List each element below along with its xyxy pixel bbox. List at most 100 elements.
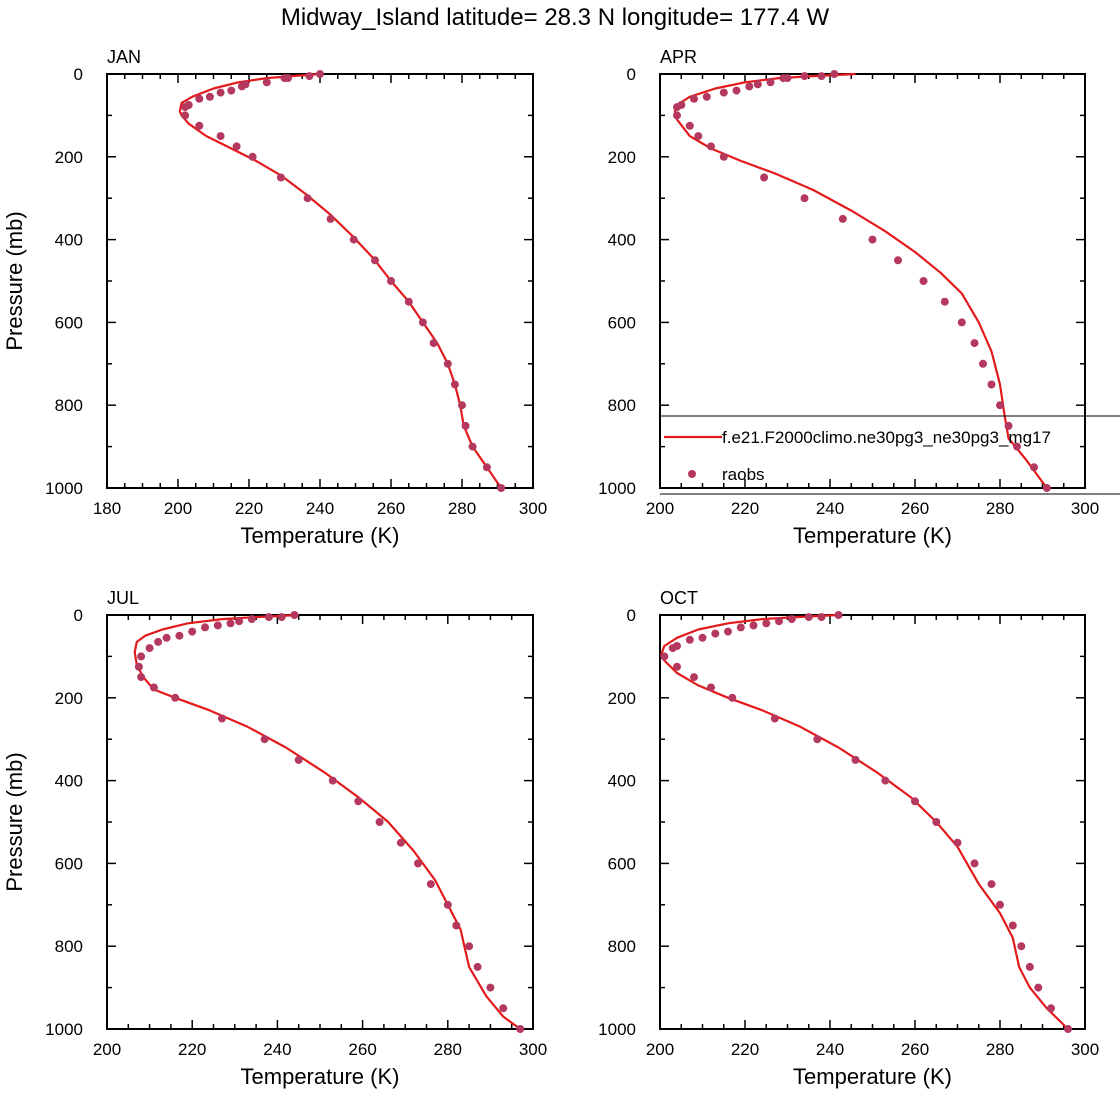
raobs-point [326,214,335,223]
raobs-point [145,644,154,653]
y-tick-label: 600 [608,313,636,332]
x-tick-label: 240 [263,1040,291,1059]
raobs-point [276,173,285,182]
legend-obs-swatch [688,470,696,478]
x-tick-label: 280 [986,499,1014,518]
raobs-point [775,617,783,626]
raobs-point [218,714,226,723]
panel-oct: 200 220 240 260 280 300 0 200 400 600 800 1000 OCT Te… [598,588,1099,1089]
raobs-point [458,401,466,410]
raobs-point [154,637,163,646]
panel-apr: 200 220 240 260 280 300 0 200 400 600 800 1000 APR Te… [598,47,1120,548]
raobs-point [468,442,477,451]
raobs-point [396,838,405,847]
raobs-point [753,80,762,89]
raobs-point [450,380,459,389]
y-tick-label: 0 [627,606,636,625]
y-tick-label: 200 [608,148,636,167]
raobs-point [736,623,745,632]
model-profile-line [673,72,1048,489]
x-tick-label: 220 [731,499,759,518]
raobs-point [932,818,941,826]
raobs-point [201,623,209,632]
raobs-point [817,613,826,622]
raobs-point [1034,983,1043,992]
y-tick-label: 200 [608,689,636,708]
raobs-point [940,297,949,306]
x-tick-label: 300 [1071,499,1099,518]
x-tick-label: 220 [731,1040,759,1059]
y-tick-label: 0 [627,65,636,84]
raobs-point [838,214,847,223]
y-axis-label: Pressure (mb) [2,211,27,350]
raobs-point [452,921,461,930]
y-axis-label: Pressure (mb) [2,752,27,891]
raobs-point [387,277,395,285]
x-axis-label: Temperature (K) [793,523,952,548]
raobs-point [277,613,286,622]
panel-title: OCT [660,588,698,608]
raobs-point [227,86,236,95]
x-tick-label: 280 [434,1040,462,1059]
raobs-point [660,652,669,661]
raobs-point [957,318,966,327]
raobs-point [1017,942,1026,951]
raobs-point [996,900,1004,909]
raobs-point [1064,1025,1072,1033]
panel-jul: 200 220 240 260 280 300 0 200 400 600 800 1000 JUL Te… [2,588,547,1089]
y-tick-label: 600 [55,854,83,873]
raobs-point [205,92,214,101]
x-tick-label: 200 [93,1040,121,1059]
raobs-point [1013,442,1021,451]
x-tick-label: 200 [646,499,674,518]
y-tick-label: 400 [608,772,636,791]
x-tick-label: 220 [178,1040,206,1059]
raobs-point [371,256,379,265]
raobs-point [770,714,779,723]
x-tick-label: 200 [646,1040,674,1059]
raobs-point [181,103,190,112]
raobs-point [305,72,314,81]
raobs-point [702,92,711,101]
raobs-point [216,132,225,141]
raobs-point [248,152,257,161]
raobs-point [426,880,435,889]
raobs-point [787,615,796,624]
raobs-point [134,662,143,671]
y-tick-label: 0 [74,606,83,625]
raobs-point [461,421,470,430]
y-tick-label: 1000 [45,1020,83,1039]
raobs-point [800,72,809,81]
x-tick-label: 280 [986,1040,1014,1059]
raobs-point [690,94,698,103]
raobs-point [749,621,758,630]
raobs-point [970,859,979,868]
raobs-point [216,88,225,97]
x-tick-label: 300 [519,499,547,518]
raobs-point [668,644,677,653]
x-tick-label: 260 [348,1040,376,1059]
raobs-point [760,173,769,182]
y-tick-label: 800 [55,937,83,956]
legend-obs-label: raobs [722,465,765,484]
raobs-point [732,86,741,95]
y-tick-label: 800 [55,396,83,415]
raobs-point [851,755,860,764]
raobs-point [149,683,158,692]
x-tick-label: 260 [377,499,405,518]
raobs-point [226,619,235,628]
x-axis-label: Temperature (K) [241,523,400,548]
raobs-point [987,380,996,389]
raobs-point [728,693,737,702]
raobs-point [724,627,732,636]
raobs-point [482,463,491,472]
raobs-point [694,132,703,141]
raobs-point [316,70,324,78]
raobs-point [195,94,204,103]
raobs-point [673,662,681,671]
raobs-point [247,615,256,624]
raobs-point [213,621,222,630]
raobs-point [264,613,273,622]
raobs-point [745,82,754,91]
